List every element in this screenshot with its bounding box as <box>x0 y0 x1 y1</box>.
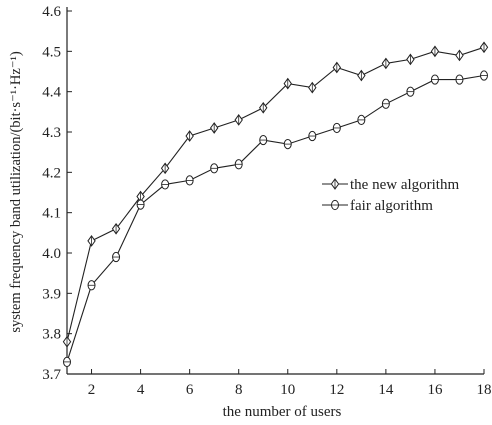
y-tick-label: 4.6 <box>42 4 61 20</box>
x-tick-label: 4 <box>137 382 145 398</box>
x-tick-label: 2 <box>88 382 96 398</box>
series-new-algorithm <box>62 41 489 348</box>
series-line-new-algorithm <box>66 46 485 342</box>
y-tick-label: 3.9 <box>42 286 61 302</box>
legend-item-new-algorithm: the new algorithm <box>322 177 459 193</box>
x-tick-label: 10 <box>280 382 295 398</box>
series-line-fair-algorithm <box>66 74 485 363</box>
x-axis-ticks: 2 4 6 8 10 12 14 16 18 <box>88 369 492 398</box>
x-tick-label: 16 <box>427 382 443 398</box>
y-tick-label: 4.3 <box>42 125 61 141</box>
y-tick-label: 3.8 <box>42 327 61 343</box>
y-tick-label: 4.5 <box>42 44 61 60</box>
y-axis-label: system frequency band utilization/(bit·s… <box>8 51 24 332</box>
x-tick-label: 18 <box>477 382 492 398</box>
x-tick-label: 6 <box>186 382 194 398</box>
legend: the new algorithm fair algorithm <box>322 177 459 214</box>
y-axis-ticks: 3.7 3.8 3.9 4.0 4.1 4.2 4.3 4.4 4.5 4.6 <box>42 4 72 383</box>
y-tick-label: 4.2 <box>42 165 61 181</box>
x-axis-label: the number of users <box>223 404 342 420</box>
x-tick-label: 12 <box>329 382 344 398</box>
y-tick-label: 4.4 <box>42 85 61 101</box>
legend-label: fair algorithm <box>350 198 433 214</box>
y-tick-label: 4.1 <box>42 206 61 222</box>
y-tick-label: 4.0 <box>42 246 61 262</box>
series-layer <box>62 41 489 367</box>
y-tick-label: 3.7 <box>42 367 61 383</box>
x-tick-label: 8 <box>235 382 243 398</box>
legend-item-fair-algorithm: fair algorithm <box>322 198 433 214</box>
axes <box>66 7 484 375</box>
series-fair-algorithm <box>63 70 488 367</box>
x-tick-label: 14 <box>378 382 394 398</box>
legend-label: the new algorithm <box>350 177 459 193</box>
